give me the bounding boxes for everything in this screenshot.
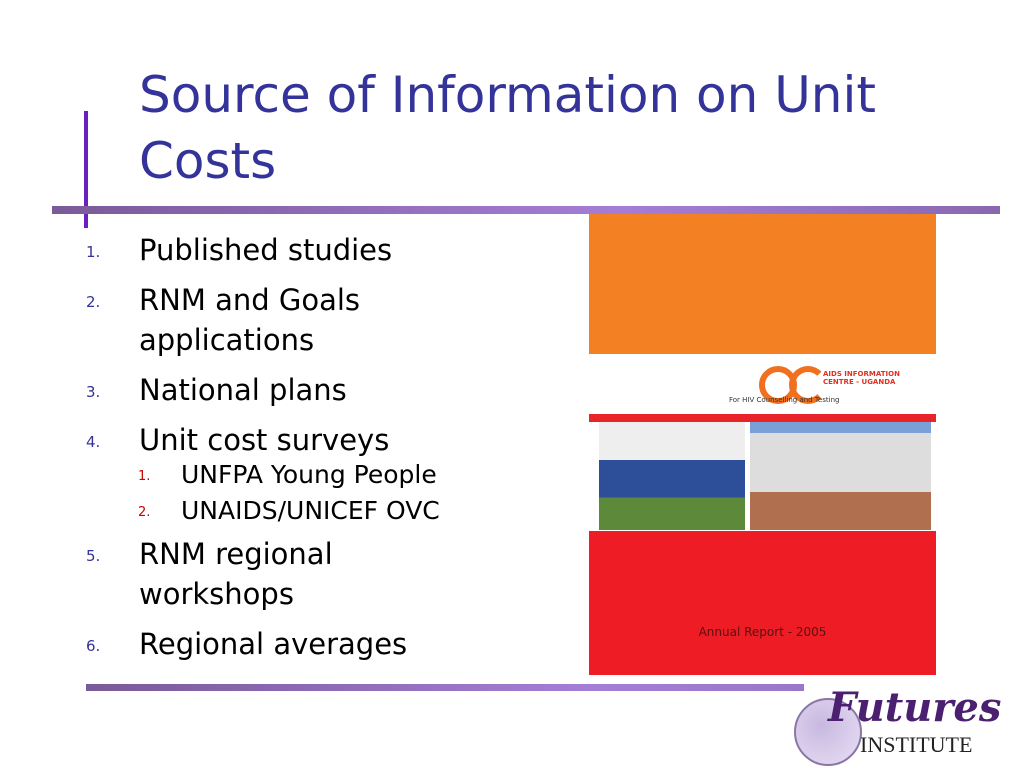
title-divider xyxy=(52,206,1000,214)
slide-title: Source of Information on Unit Costs xyxy=(139,66,876,190)
list-item: 3. National plans xyxy=(86,370,566,410)
annual-report-cover-image: AIDS INFORMATION CENTRE - UGANDA For HIV … xyxy=(589,214,936,675)
list-number: 1. xyxy=(86,243,101,261)
list-text: Unit cost surveys xyxy=(139,423,390,457)
cover-caption: Annual Report - 2005 xyxy=(698,625,827,639)
cover-orange-band xyxy=(589,214,936,354)
sub-list-item: 1. UNFPA Young People xyxy=(86,458,566,492)
list-number: 4. xyxy=(86,433,101,451)
list-number: 6. xyxy=(86,637,101,655)
globe-icon xyxy=(794,698,862,766)
cover-red-band: Annual Report - 2005 xyxy=(589,531,936,675)
list-text: National plans xyxy=(139,373,347,407)
list-item: 1. Published studies xyxy=(86,230,566,270)
logo-word-futures: Futures xyxy=(828,684,1002,731)
numbered-list: 1. Published studies 2. RNM and Goals appl… xyxy=(86,230,566,674)
logo-word-institute: INSTITUTE xyxy=(860,732,973,757)
list-text: RNM regional workshops xyxy=(139,537,333,611)
futures-institute-logo: Futures INSTITUTE xyxy=(792,684,1002,768)
list-item: 6. Regional averages xyxy=(86,624,566,664)
list-number: 2. xyxy=(138,505,151,520)
list-number: 3. xyxy=(86,383,101,401)
list-item: 4. Unit cost surveys xyxy=(86,420,566,460)
list-item: 2. RNM and Goals applications xyxy=(86,280,566,360)
list-text: UNFPA Young People xyxy=(181,460,437,489)
list-text: Published studies xyxy=(139,233,393,267)
footer-divider xyxy=(86,684,804,691)
cover-red-strip xyxy=(589,414,936,422)
tagline: For HIV Counselling and Testing xyxy=(729,396,840,404)
list-text: Regional averages xyxy=(139,627,408,661)
org-name: AIDS INFORMATION CENTRE - UGANDA xyxy=(823,370,900,386)
list-text: UNAIDS/UNICEF OVC xyxy=(181,496,440,525)
aic-logo: AIDS INFORMATION CENTRE - UGANDA For HIV … xyxy=(729,364,929,409)
title-accent-line xyxy=(84,111,88,228)
list-text: RNM and Goals applications xyxy=(139,283,361,357)
sub-list-item: 2. UNAIDS/UNICEF OVC xyxy=(86,494,566,528)
tent-photo xyxy=(599,422,745,530)
logo-circle xyxy=(789,366,827,404)
building-photo xyxy=(750,422,931,530)
list-number: 2. xyxy=(86,293,101,311)
list-item: 5. RNM regional workshops xyxy=(86,534,566,614)
list-number: 1. xyxy=(138,469,151,484)
list-number: 5. xyxy=(86,547,101,565)
